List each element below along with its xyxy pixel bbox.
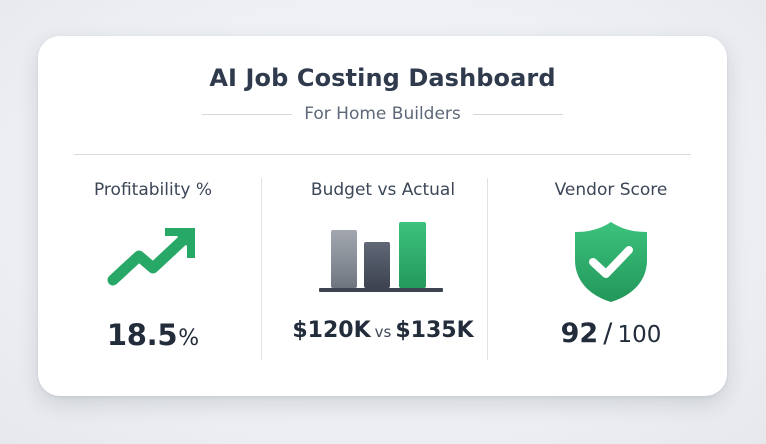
budget-vs-actual-label: Budget vs Actual <box>310 180 456 200</box>
dashboard-subtitle: For Home Builders <box>304 104 461 124</box>
column-separator-2 <box>487 178 488 360</box>
profitability-label: Profitability % <box>93 180 212 200</box>
profitability-number: 18.5 <box>106 318 178 352</box>
vendor-score-separator: / <box>603 318 613 349</box>
vendor-score-label: Vendor Score <box>554 180 668 200</box>
shield-check-icon <box>571 220 651 309</box>
budget-vs-actual-value: $120K vs $135K <box>273 318 493 343</box>
profitability-unit: % <box>178 326 200 351</box>
vendor-score-value: 92 / 100 <box>501 318 721 349</box>
vendor-score-number: 92 <box>560 318 599 349</box>
vendor-score-metric: Vendor Score 92 / 100 <box>501 178 721 368</box>
dashboard-card: AI Job Costing Dashboard For Home Builde… <box>38 36 727 396</box>
vendor-score-max: 100 <box>617 322 662 348</box>
bar-chart-icon <box>319 222 447 301</box>
profitability-metric: Profitability % 18.5% <box>43 178 263 368</box>
subtitle-rule-right <box>472 113 563 115</box>
actual-amount: $135K <box>395 318 474 343</box>
budget-vs-actual-metric: Budget vs Actual <box>273 178 493 368</box>
subtitle-rule-left <box>202 113 293 115</box>
vs-text: vs <box>374 323 392 341</box>
budget-amount: $120K <box>292 318 371 343</box>
header-divider <box>74 154 691 155</box>
dashboard-title: AI Job Costing Dashboard <box>209 64 556 92</box>
subtitle-row: For Home Builders <box>38 103 727 125</box>
trend-up-arrow-icon <box>107 228 199 293</box>
profitability-value: 18.5% <box>43 318 263 352</box>
column-separator-1 <box>261 178 262 360</box>
